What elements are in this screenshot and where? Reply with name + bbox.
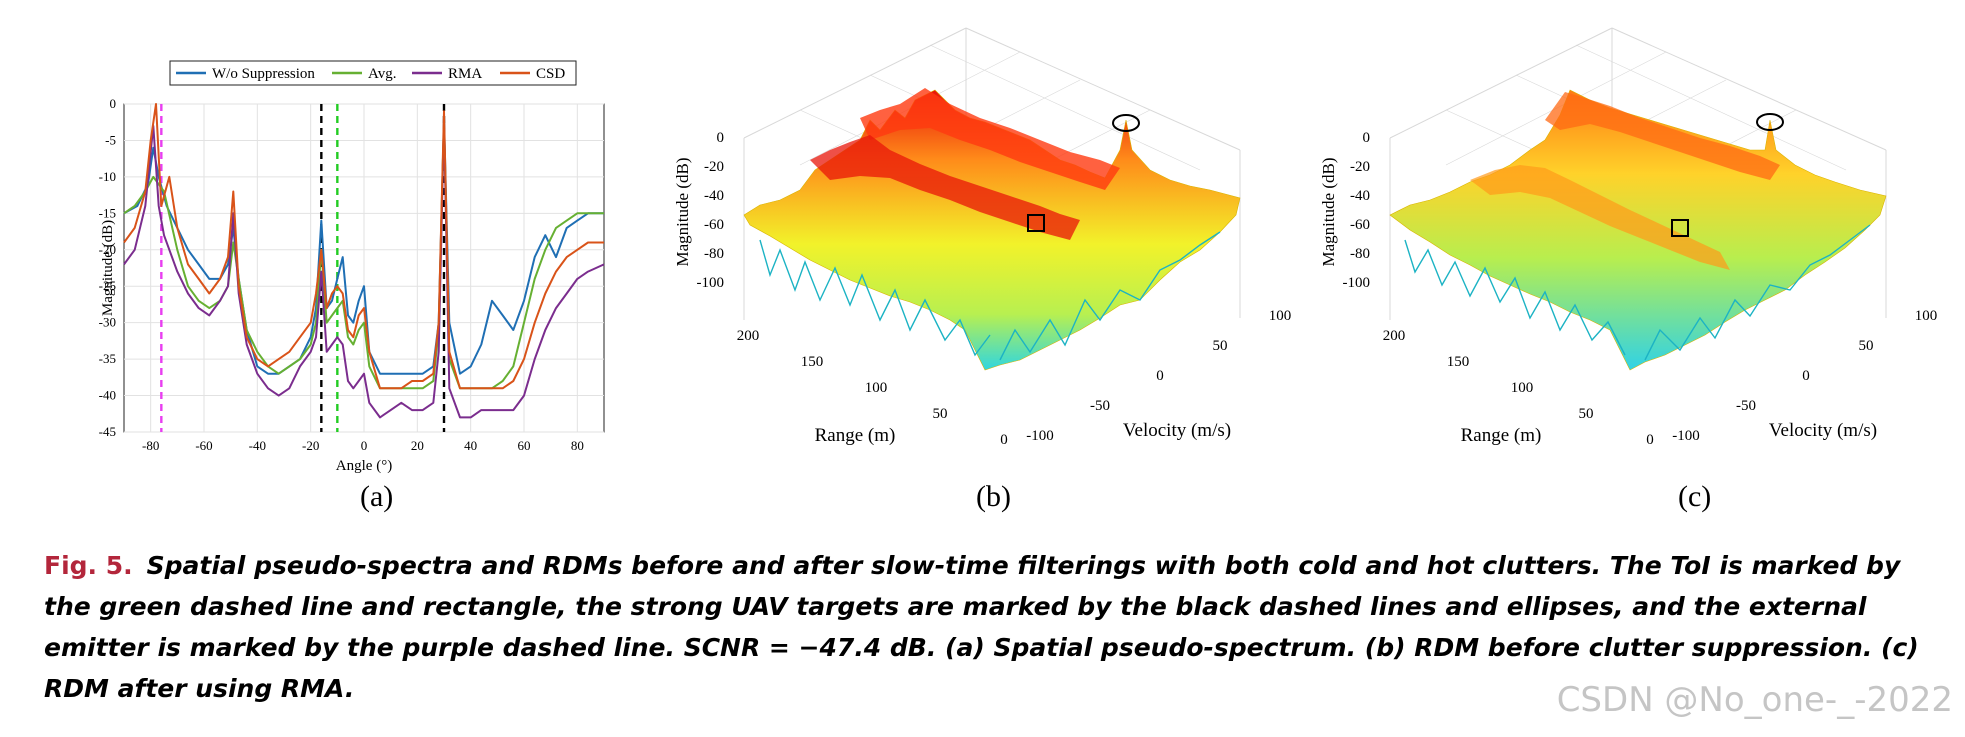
x-tick-label: 80 <box>571 438 584 453</box>
velocity-tick-label: -50 <box>1736 398 1756 414</box>
velocity-axis-label: Velocity (m/s) <box>1769 420 1877 441</box>
velocity-axis-label: Velocity (m/s) <box>1123 420 1231 441</box>
z-tick-label: -100 <box>1343 275 1371 291</box>
velocity-tick-label: 100 <box>1269 308 1292 324</box>
z-tick-label: -80 <box>1350 246 1370 262</box>
range-tick-label: 150 <box>801 354 824 370</box>
velocity-tick-labels: -100 -50 0 50 100 <box>1672 308 1937 444</box>
z-tick-label: 0 <box>1363 130 1371 146</box>
y-tick-label: -35 <box>99 351 116 366</box>
z-tick-label: 0 <box>717 130 725 146</box>
range-tick-label: 150 <box>1447 354 1470 370</box>
range-tick-labels: 200 150 100 50 0 <box>1383 328 1654 448</box>
figure-number: Fig. 5. <box>44 551 133 580</box>
spiky-floor <box>1404 224 1871 361</box>
velocity-tick-label: 50 <box>1213 338 1228 354</box>
spiky-floor <box>759 231 1221 361</box>
x-tick-label: -80 <box>142 438 159 453</box>
velocity-tick-labels: -100 -50 0 50 100 <box>1026 308 1291 444</box>
z-axis-label: Magnitude (dB) <box>1319 157 1338 266</box>
legend-item-csd: CSD <box>536 66 565 82</box>
range-tick-label: 100 <box>865 380 888 396</box>
range-axis-label: Range (m) <box>1461 425 1542 446</box>
velocity-tick-label: -100 <box>1026 428 1054 444</box>
y-tick-labels: 0 -5 -10 -15 -20 -25 -30 -35 -40 -45 <box>99 96 116 439</box>
z-tick-labels: 0 -20 -40 -60 -80 -100 <box>697 130 725 291</box>
z-tick-label: -60 <box>1350 217 1370 233</box>
z-tick-label: -40 <box>704 188 724 204</box>
range-axis-label: Range (m) <box>815 425 896 446</box>
velocity-tick-label: 0 <box>1156 368 1164 384</box>
range-tick-label: 100 <box>1511 380 1534 396</box>
range-tick-label: 0 <box>1000 432 1008 448</box>
y-tick-label: 0 <box>110 96 117 111</box>
x-tick-labels: -80 -60 -40 -20 0 20 40 60 80 <box>142 438 584 453</box>
panel-a-chart: -80 -60 -40 -20 0 20 40 60 80 0 -5 -10 -15 -20 -25 -30… <box>99 60 605 474</box>
y-tick-label: -5 <box>105 132 116 147</box>
legend-item-avg: Avg. <box>368 66 396 82</box>
range-tick-label: 0 <box>1646 432 1654 448</box>
z-axis-label: Magnitude (dB) <box>673 157 692 266</box>
series-line-avg <box>123 117 604 390</box>
panel-c-surface: 0 -20 -40 -60 -80 -100 200 150 100 50 0 -100 -50 0 5… <box>1319 27 1937 448</box>
x-tick-label: 60 <box>518 438 531 453</box>
legend-item-rma: RMA <box>448 66 482 82</box>
z-tick-label: -40 <box>1350 188 1370 204</box>
y-tick-label: -20 <box>99 242 116 257</box>
y-axis-label: Magnitude (dB) <box>100 220 116 316</box>
range-tick-label: 50 <box>1579 406 1594 422</box>
velocity-tick-label: -50 <box>1090 398 1110 414</box>
y-tick-label: -40 <box>99 388 116 403</box>
uav-ellipse-marker <box>1756 113 1784 131</box>
velocity-tick-label: 0 <box>1802 368 1810 384</box>
y-tick-label: -25 <box>99 278 116 293</box>
range-tick-label: 50 <box>933 406 948 422</box>
z-tick-label: -60 <box>704 217 724 233</box>
caption-text: Spatial pseudo-spectra and RDMs before a… <box>44 551 1919 703</box>
velocity-tick-label: 50 <box>1859 338 1874 354</box>
uav-ellipse-marker <box>1112 114 1140 132</box>
x-tick-label: -20 <box>302 438 319 453</box>
y-tick-label: -30 <box>99 315 116 330</box>
figure-caption: Fig. 5. Spatial pseudo-spectra and RDMs b… <box>44 545 1939 709</box>
z-tick-label: -20 <box>1350 159 1370 175</box>
x-tick-label: 20 <box>411 438 424 453</box>
watermark: CSDN @No_one-_-2022 <box>1556 680 1953 720</box>
toi-rectangle-marker <box>1671 219 1689 237</box>
series-line-csd <box>123 103 604 390</box>
legend-item-wo: W/o Suppression <box>212 66 315 82</box>
x-axis-label: Angle (°) <box>336 458 392 474</box>
subfigure-label-c: (c) <box>1678 480 1712 513</box>
clutter-ridge-near <box>810 135 1080 240</box>
range-tick-labels: 200 150 100 50 0 <box>737 328 1008 448</box>
clutter-ridge-near <box>1470 165 1730 270</box>
y-tick-label: -15 <box>99 205 116 220</box>
clutter-ridge-far <box>860 88 1120 190</box>
figure: -80 -60 -40 -20 0 20 40 60 80 0 -5 -10 -15 -20 -25 -30… <box>99 27 1937 474</box>
x-tick-label: -60 <box>195 438 212 453</box>
y-tick-label: -45 <box>99 424 116 439</box>
y-tick-label: -10 <box>99 169 116 184</box>
grid <box>124 103 604 433</box>
series-line-rma <box>123 117 605 419</box>
clutter-ridge-far <box>1545 92 1780 180</box>
x-tick-label: -40 <box>249 438 266 453</box>
series-line-w-o-suppression <box>123 117 604 375</box>
toi-rectangle-marker <box>1027 214 1045 232</box>
z-tick-label: -80 <box>704 246 724 262</box>
series-lines <box>123 103 605 419</box>
subfigure-label-b: (b) <box>976 480 1011 513</box>
panel-b-surface: 0 -20 -40 -60 -80 -100 200 150 100 50 0 -100 -50 0 5… <box>673 27 1291 448</box>
velocity-tick-label: 100 <box>1915 308 1938 324</box>
velocity-tick-label: -100 <box>1672 428 1700 444</box>
subfigure-label-a: (a) <box>360 480 394 513</box>
z-tick-label: -20 <box>704 159 724 175</box>
z-tick-label: -100 <box>697 275 725 291</box>
x-tick-label: 0 <box>361 438 368 453</box>
x-tick-label: 40 <box>464 438 477 453</box>
range-tick-label: 200 <box>1383 328 1406 344</box>
legend: W/o Suppression Avg. RMA CSD <box>169 60 577 86</box>
z-tick-labels: 0 -20 -40 -60 -80 -100 <box>1343 130 1371 291</box>
range-tick-label: 200 <box>737 328 760 344</box>
